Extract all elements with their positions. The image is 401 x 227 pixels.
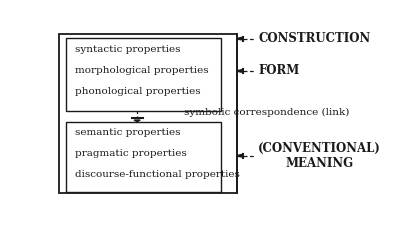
Text: phonological properties: phonological properties <box>75 87 200 96</box>
Text: discourse-functional properties: discourse-functional properties <box>75 170 240 179</box>
Polygon shape <box>237 154 241 157</box>
Text: FORM: FORM <box>258 64 300 77</box>
Text: symbolic correspondence (link): symbolic correspondence (link) <box>184 107 349 117</box>
Text: CONSTRUCTION: CONSTRUCTION <box>258 32 371 45</box>
Polygon shape <box>237 70 241 72</box>
Text: syntactic properties: syntactic properties <box>75 45 180 54</box>
Text: pragmatic properties: pragmatic properties <box>75 149 187 158</box>
Polygon shape <box>237 37 241 40</box>
Text: semantic properties: semantic properties <box>75 128 180 137</box>
Bar <box>66 122 221 192</box>
Text: morphological properties: morphological properties <box>75 67 209 75</box>
Bar <box>59 34 237 193</box>
Polygon shape <box>134 120 140 122</box>
Bar <box>66 38 221 111</box>
Text: (CONVENTIONAL)
MEANING: (CONVENTIONAL) MEANING <box>258 142 381 170</box>
